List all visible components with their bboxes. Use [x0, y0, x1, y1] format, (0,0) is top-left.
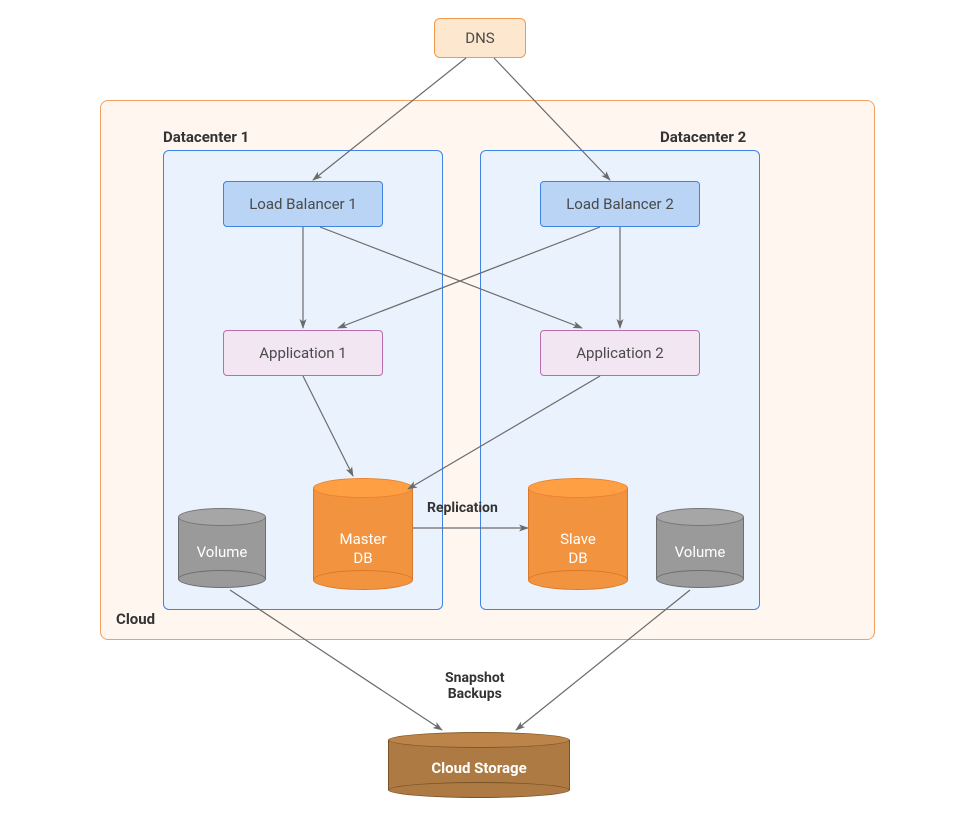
- node-lb2: Load Balancer 2: [540, 181, 700, 227]
- diagram-canvas: Cloud Datacenter 1 Datacenter 2 DNS Load Bal…: [0, 0, 974, 818]
- node-lb1: Load Balancer 1: [223, 181, 383, 227]
- region-label-dc2: Datacenter 2: [660, 128, 746, 146]
- cylinder-label-cloudstorage: Cloud Storage: [388, 759, 570, 778]
- edge-label-snapshot-label: Snapshot Backups: [445, 670, 505, 702]
- cylinder-label-vol1: Volume: [178, 543, 266, 562]
- cylinder-vol2: Volume: [656, 508, 744, 588]
- node-label-lb2: Load Balancer 2: [566, 195, 674, 213]
- node-app1: Application 1: [223, 330, 383, 376]
- region-label-cloud: Cloud: [116, 610, 155, 628]
- cylinder-vol1: Volume: [178, 508, 266, 588]
- region-label-dc1: Datacenter 1: [163, 128, 249, 146]
- node-dns: DNS: [434, 18, 526, 58]
- edge-label-replication-label: Replication: [427, 500, 498, 516]
- node-label-app1: Application 1: [259, 344, 346, 362]
- cylinder-label-slavedb: Slave DB: [528, 530, 628, 568]
- cylinder-masterdb: Master DB: [313, 478, 413, 590]
- node-label-app2: Application 2: [576, 344, 663, 362]
- node-label-lb1: Load Balancer 1: [249, 195, 357, 213]
- node-label-dns: DNS: [465, 29, 494, 47]
- cylinder-cloudstorage: Cloud Storage: [388, 732, 570, 798]
- cylinder-label-vol2: Volume: [656, 543, 744, 562]
- node-app2: Application 2: [540, 330, 700, 376]
- cylinder-label-masterdb: Master DB: [313, 530, 413, 568]
- cylinder-slavedb: Slave DB: [528, 478, 628, 590]
